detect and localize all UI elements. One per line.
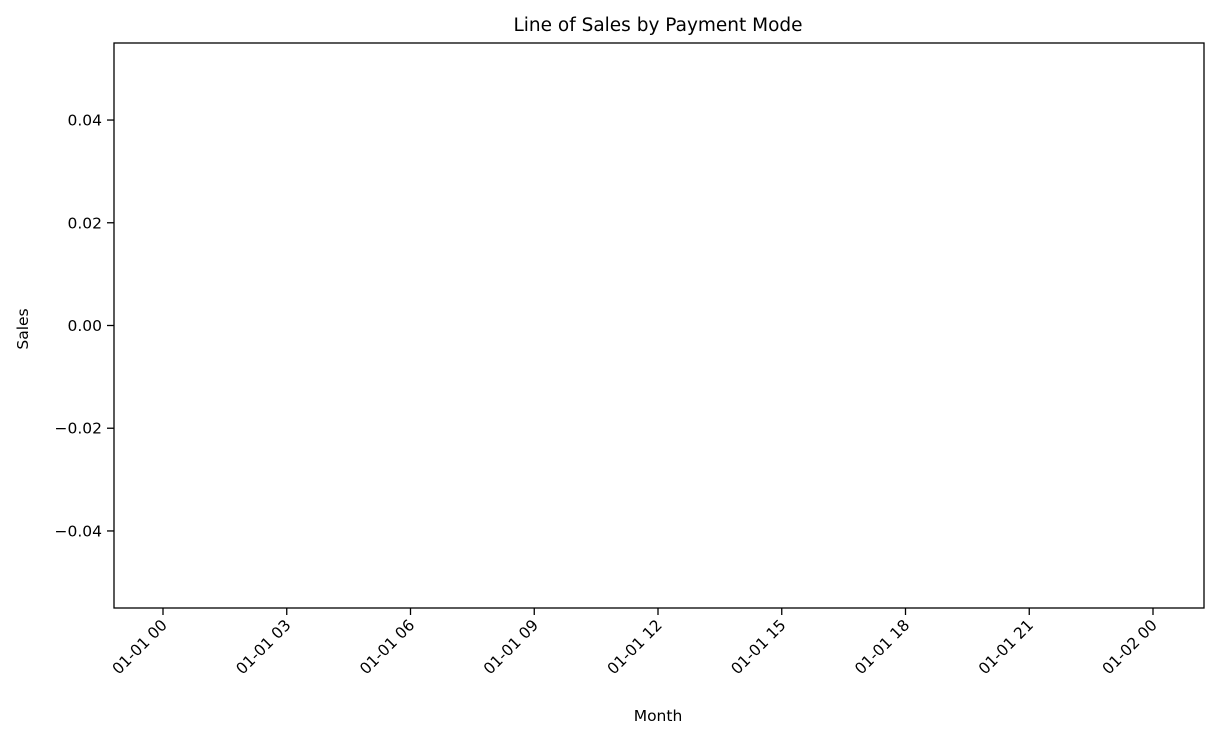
y-axis-ticks: 0.04 0.02 0.00 −0.02 −0.04 [55, 112, 114, 540]
y-tick-label: −0.02 [55, 420, 103, 438]
y-tick-label: 0.02 [67, 214, 102, 232]
y-axis-label: Sales [14, 308, 32, 349]
y-tick-label: 0.00 [67, 317, 102, 335]
y-tick-label: −0.04 [55, 522, 103, 540]
chart-title: Line of Sales by Payment Mode [513, 15, 802, 36]
y-tick-label: 0.04 [67, 112, 102, 130]
x-axis-label: Month [634, 707, 683, 725]
